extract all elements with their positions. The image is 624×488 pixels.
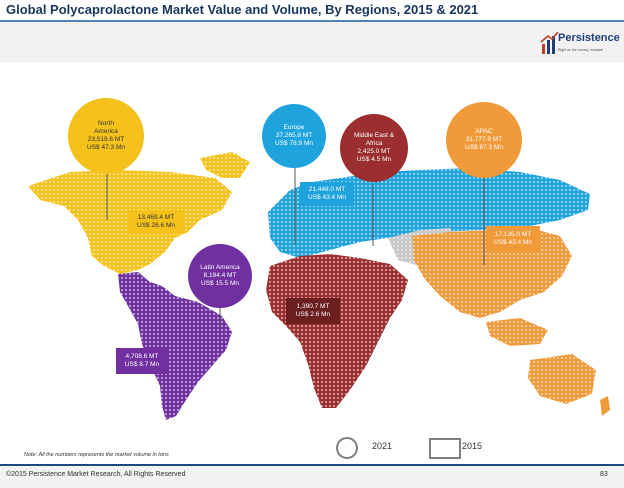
logo-tagline: Right on the money, mindset!: [558, 48, 604, 52]
latin-america-2021-bubble: Latin America 8,194.4 MT US$ 15.5 Mn: [188, 244, 252, 308]
market-value: US$ 26.6 Mn: [137, 222, 175, 229]
brand-logo: Persistence Right on the money, mindset!: [540, 28, 620, 62]
legend-box-label: 2015: [462, 441, 483, 451]
volume-value: 13,469.4 MT: [137, 214, 175, 221]
legend-box-icon: [429, 438, 461, 459]
label-line: Europe: [283, 124, 305, 131]
header-band: [0, 22, 624, 62]
market-value: US$ 43.4 Mn: [494, 239, 532, 246]
latin-america-2015-box: 4,708.6 MT US$ 8.7 Mn: [116, 348, 168, 374]
footnote: Note: All the numbers represents the mar…: [24, 452, 169, 458]
market-value: US$ 78.9 Mn: [275, 140, 313, 147]
region-middle-east-africa: [266, 254, 408, 408]
volume-value: 2,425.0 MT: [357, 148, 391, 155]
volume-value: 37,265.8 MT: [275, 132, 313, 139]
page-number: 83: [600, 471, 608, 478]
market-value: US$ 47.3 Mn: [87, 144, 125, 151]
region-apac: [412, 228, 610, 416]
leader-lines: [106, 163, 485, 328]
page-title: Global Polycaprolactone Market Value and…: [6, 2, 479, 17]
europe-2021-bubble: Europe 37,265.8 MT US$ 78.9 Mn: [262, 104, 326, 168]
label-line: Middle East &: [353, 132, 395, 139]
footer-band: [0, 466, 624, 488]
market-value: US$ 43.4 Mn: [308, 194, 346, 201]
footer-divider: [0, 464, 624, 466]
logo-name: Persistence: [558, 32, 620, 44]
volume-value: 31,777.9 MT: [465, 136, 503, 143]
volume-value: 17,135.0 MT: [494, 231, 532, 238]
logo-icon: [540, 31, 559, 54]
mea-2021-bubble: Middle East & Africa 2,425.0 MT US$ 4.5 …: [340, 114, 408, 182]
copyright-text: ©2015 Persistence Market Research, All R…: [6, 471, 186, 478]
title-divider: [0, 20, 624, 22]
volume-value: 4,708.6 MT: [125, 353, 159, 360]
market-value: US$ 15.5 Mn: [201, 280, 239, 287]
volume-value: 8,194.4 MT: [203, 272, 237, 279]
volume-value: 1,390.7 MT: [296, 303, 330, 310]
label-line: Africa: [365, 140, 383, 147]
apac-2015-box: 17,135.0 MT US$ 43.4 Mn: [486, 226, 540, 252]
europe-2015-box: 21,448.0 MT US$ 43.4 Mn: [300, 182, 354, 206]
region-latin-america: [118, 272, 232, 420]
legend-circle-label: 2021: [372, 441, 393, 451]
market-value: US$ 4.5 Mn: [356, 156, 392, 163]
market-value: US$ 8.7 Mn: [124, 361, 160, 368]
label-line: America: [94, 128, 118, 135]
market-value: US$ 2.6 Mn: [295, 311, 331, 318]
mea-2015-box: 1,390.7 MT US$ 2.6 Mn: [286, 298, 340, 324]
apac-2021-bubble: APAC 31,777.9 MT US$ 67.3 Mn: [446, 102, 522, 178]
north-america-2015-box: 13,469.4 MT US$ 26.6 Mn: [129, 210, 183, 234]
volume-value: 21,448.0 MT: [308, 186, 346, 193]
market-value: US$ 67.3 Mn: [465, 144, 503, 151]
north-america-2021-bubble: North America 23,519.6 MT US$ 47.3 Mn: [68, 98, 144, 174]
volume-value: 23,519.6 MT: [87, 136, 125, 143]
legend-circle-icon: [336, 437, 358, 459]
label-line: Latin America: [200, 264, 240, 271]
label-line: APAC: [475, 128, 493, 135]
label-line: North: [98, 120, 114, 127]
